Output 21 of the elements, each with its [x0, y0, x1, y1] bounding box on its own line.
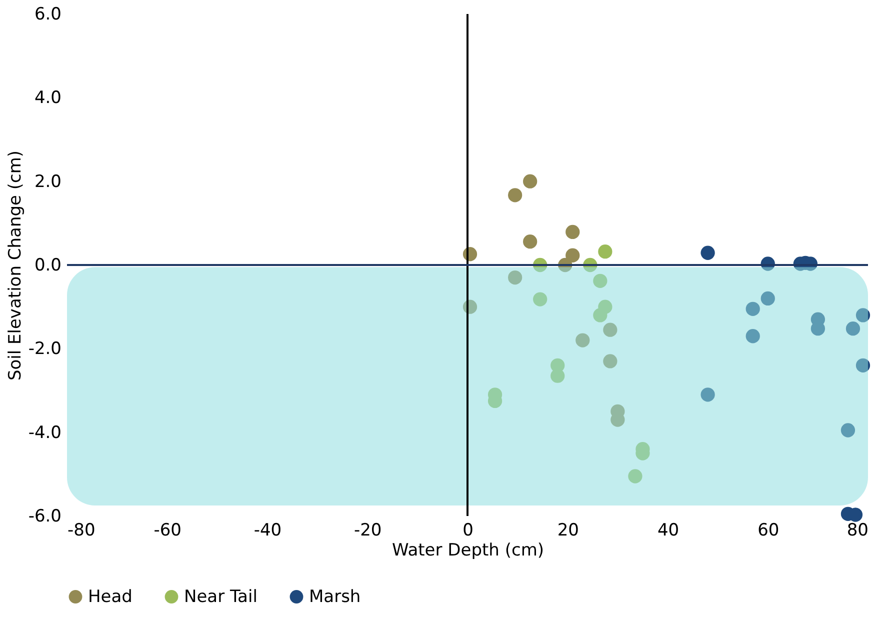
y-tick-label: 6.0: [34, 4, 62, 24]
y-tick-label: -6.0: [28, 506, 62, 526]
x-tick-label: -60: [154, 520, 182, 540]
x-axis-title: Water Depth (cm): [392, 540, 544, 560]
x-tick-label: -80: [68, 520, 96, 540]
y-tick-label: 4.0: [34, 88, 62, 108]
x-tick-label: 20: [557, 520, 579, 540]
x-tick-label: 40: [657, 520, 680, 540]
x-tick-label: 0: [462, 520, 474, 540]
legend-label: Marsh: [309, 586, 361, 607]
x-tick-label: -40: [254, 520, 282, 540]
y-axis-title: Soil Elevation Change (cm): [5, 150, 26, 381]
legend-label: Head: [88, 586, 132, 607]
x-tick-label: -20: [354, 520, 382, 540]
legend-label: Near Tail: [184, 586, 258, 607]
y-tick-label: 2.0: [34, 172, 62, 192]
y-tick-label: -4.0: [28, 422, 62, 443]
x-tick-label: 60: [758, 520, 780, 540]
y-tick-label: -2.0: [28, 339, 62, 360]
x-tick-label: 80: [846, 520, 868, 540]
y-tick-label: 0.0: [34, 256, 62, 276]
